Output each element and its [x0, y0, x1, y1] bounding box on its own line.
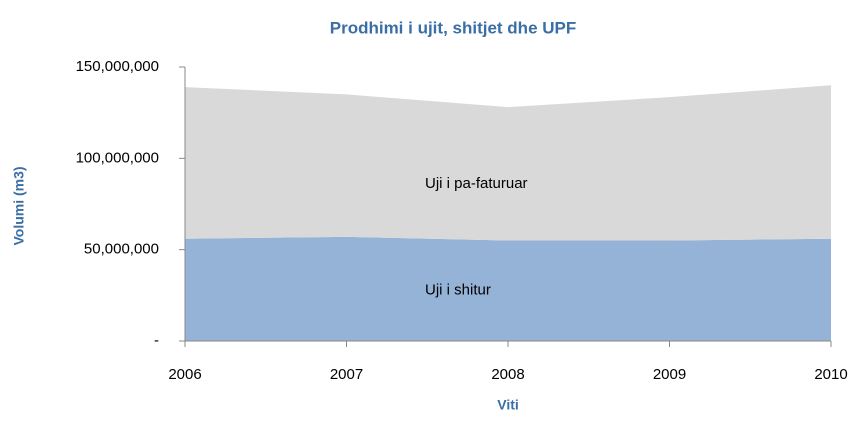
- y-tick-label: 50,000,000: [84, 241, 159, 258]
- y-tick-label: 100,000,000: [76, 149, 159, 166]
- y-tick-label: 150,000,000: [76, 58, 159, 75]
- x-axis-label: Viti: [497, 397, 519, 413]
- chart-title: Prodhimi i ujit, shitjet dhe UPF: [330, 18, 577, 37]
- series-label: Uji i pa-faturuar: [425, 175, 528, 192]
- y-axis-label: Volumi (m3): [11, 166, 27, 245]
- x-tick-label: 2007: [330, 366, 363, 383]
- x-tick-label: 2010: [814, 366, 847, 383]
- area: [185, 85, 831, 241]
- x-tick-label: 2006: [168, 366, 201, 383]
- y-tick-label: -: [154, 332, 159, 349]
- area: [185, 236, 831, 341]
- x-tick-label: 2009: [653, 366, 686, 383]
- x-tick-label: 2008: [491, 366, 524, 383]
- series-label: Uji i shitur: [425, 282, 491, 299]
